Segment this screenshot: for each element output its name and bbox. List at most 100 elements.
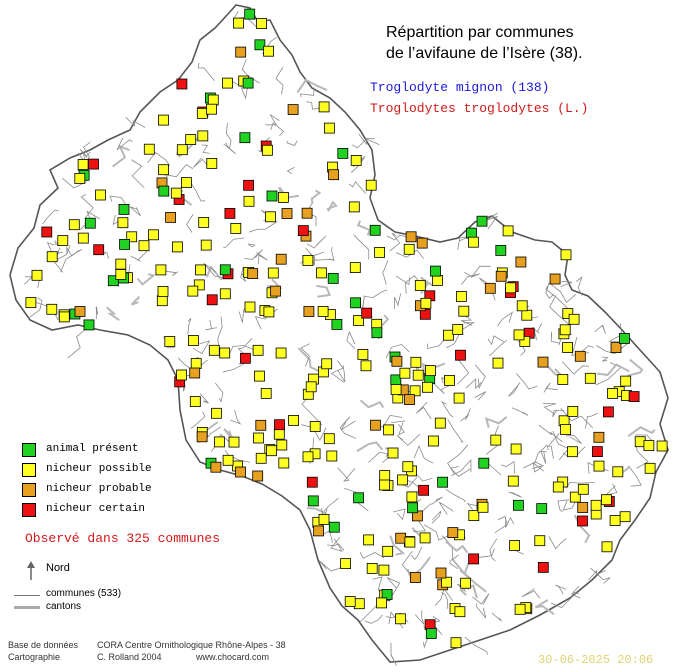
commune-marker (321, 358, 333, 370)
credit-url: www.chocard.com (196, 652, 270, 662)
commune-marker (340, 558, 352, 569)
commune-marker (143, 143, 155, 155)
commune-marker (219, 264, 231, 276)
commune-marker (437, 476, 449, 488)
commune-marker (559, 324, 571, 336)
commune-marker (521, 309, 533, 321)
commune-marker (207, 94, 219, 106)
commune-marker (560, 249, 572, 261)
commune-marker (117, 217, 129, 229)
commune-marker (254, 370, 265, 382)
commune-marker (468, 510, 480, 522)
commune-marker (239, 352, 251, 364)
commune-marker (399, 367, 411, 379)
commune-marker (313, 525, 325, 537)
commune-marker (118, 203, 130, 215)
commune-marker (619, 511, 631, 523)
commune-marker (454, 606, 466, 618)
commune-marker (200, 239, 212, 251)
legend-present-label: animal présent (46, 443, 139, 455)
commune-marker (420, 297, 432, 309)
commune-marker (628, 391, 640, 403)
commune-marker (267, 267, 279, 279)
commune-marker (495, 270, 507, 282)
commune-marker (387, 447, 399, 459)
commune-marker (297, 225, 309, 237)
commune-marker (255, 452, 267, 464)
commune-marker (252, 470, 264, 482)
commune-marker (414, 280, 426, 291)
commune-marker (455, 291, 467, 302)
commune-marker (88, 158, 99, 170)
commune-marker (243, 195, 255, 207)
commune-marker (450, 637, 462, 649)
commune-marker (619, 333, 630, 344)
legend-certain-swatch (22, 503, 36, 517)
commune-marker (239, 132, 251, 144)
commune-marker (189, 367, 201, 379)
commune-marker (197, 130, 209, 142)
commune-marker (513, 329, 525, 341)
commune-marker (397, 474, 409, 486)
legend-possible-swatch (22, 463, 36, 477)
map-title-line1: Répartition par communes (386, 24, 574, 41)
commune-marker (466, 227, 477, 239)
commune-marker (593, 431, 605, 443)
communes-line-sample (14, 595, 40, 596)
commune-marker (468, 553, 480, 565)
credit-db-value: CORA Centre Ornithologique Rhône-Alpes -… (97, 640, 286, 650)
commune-marker (467, 236, 479, 248)
commune-marker (656, 440, 668, 452)
communes-label: communes (533) (46, 588, 122, 599)
commune-marker (434, 417, 446, 429)
commune-marker (344, 596, 356, 607)
commune-marker (513, 499, 524, 511)
commune-marker (430, 265, 441, 277)
commune-marker (584, 372, 596, 384)
commune-marker (562, 308, 574, 320)
commune-marker (549, 273, 561, 285)
commune-marker (181, 177, 192, 189)
commune-marker (196, 431, 208, 443)
commune-marker (601, 494, 612, 506)
commune-marker (46, 303, 58, 315)
commune-marker (219, 347, 231, 359)
commune-marker (425, 628, 437, 639)
commune-marker (317, 305, 329, 317)
commune-marker (147, 229, 159, 241)
commune-marker (509, 540, 521, 551)
commune-marker (348, 201, 360, 213)
commune-marker (185, 134, 197, 145)
commune-marker (77, 159, 89, 170)
commune-marker (158, 164, 170, 176)
commune-marker (210, 407, 222, 419)
commune-marker (369, 224, 381, 236)
legend-present-swatch (22, 443, 36, 457)
commune-marker (164, 336, 176, 347)
commune-marker (41, 226, 53, 238)
commune-marker (453, 392, 465, 404)
legend-probable-label: nicheur probable (46, 483, 152, 495)
commune-marker (552, 481, 564, 493)
commune-marker (395, 613, 406, 625)
commune-marker (158, 185, 170, 197)
commune-marker (261, 144, 273, 156)
commune-marker (432, 274, 443, 286)
commune-marker (416, 237, 428, 249)
commune-marker (353, 492, 365, 504)
commune-marker (574, 350, 586, 362)
commune-marker (165, 211, 177, 223)
commune-marker (228, 436, 240, 448)
commune-marker (301, 207, 313, 219)
timestamp: 30-06-2025 20:06 (538, 653, 654, 667)
commune-marker (119, 238, 130, 250)
commune-marker (95, 189, 106, 201)
commune-marker (25, 297, 37, 309)
commune-marker (84, 217, 96, 229)
commune-marker (171, 241, 183, 253)
commune-marker (537, 562, 549, 573)
commune-marker (242, 77, 254, 89)
commune-marker (252, 344, 264, 356)
commune-marker (243, 179, 255, 191)
